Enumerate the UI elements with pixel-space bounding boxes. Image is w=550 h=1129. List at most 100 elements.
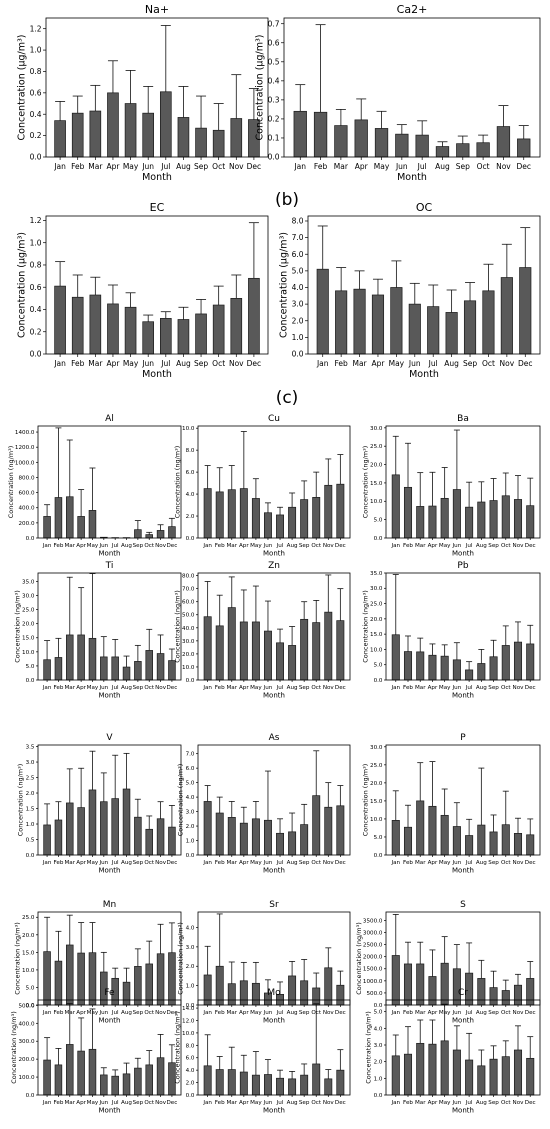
bar-apr: [107, 303, 119, 355]
bar-aug: [477, 824, 486, 856]
bar-apr: [239, 1071, 248, 1096]
y-axis-label: Concentration (ng/m³): [17, 764, 25, 837]
bar-apr: [428, 805, 437, 856]
x-tick-label-oct: Oct: [311, 1100, 321, 1106]
y-tick-label: 40.0: [182, 626, 195, 632]
x-tick-label-sep: Sep: [463, 359, 477, 368]
bar-jun: [452, 1049, 461, 1096]
x-tick-label-dec: Dec: [525, 860, 536, 866]
chart-title: Pb: [457, 561, 468, 571]
x-tick-label-mar: Mar: [415, 1100, 426, 1106]
bar-sep: [134, 661, 142, 681]
x-tick-label-may: May: [87, 860, 99, 866]
bar-sep: [489, 500, 498, 539]
x-tick-label-nov: Nov: [155, 543, 167, 549]
x-axis-label: Month: [397, 172, 427, 183]
x-tick-label-oct: Oct: [311, 543, 321, 549]
bar-feb: [54, 819, 63, 856]
bar-feb: [71, 296, 84, 355]
bar-sep: [134, 816, 142, 856]
x-tick-label-jun: Jun: [452, 1100, 462, 1106]
bar-jan: [391, 474, 400, 539]
bar-jan: [43, 1059, 51, 1096]
y-tick-label: 20.0: [182, 652, 195, 658]
bar-feb: [403, 826, 413, 856]
y-tick-label: 70.0: [182, 587, 195, 593]
x-tick-label-dec: Dec: [525, 1100, 536, 1106]
x-tick-label-nov: Nov: [323, 1100, 335, 1106]
x-tick-label-jul: Jul: [417, 162, 427, 171]
y-tick-label: 0.6: [30, 283, 42, 292]
bar-jul: [159, 91, 172, 158]
bar-jun: [142, 321, 155, 355]
x-tick-label-mar: Mar: [226, 1010, 237, 1016]
y-tick-label: 200.0: [18, 1057, 34, 1063]
x-tick-label-nov: Nov: [323, 1010, 335, 1016]
chart-title: As: [269, 733, 280, 743]
bar-oct: [212, 129, 225, 158]
x-tick-label-nov: Nov: [513, 1010, 525, 1016]
x-tick-label-feb: Feb: [403, 543, 413, 549]
y-tick-label: 20.0: [22, 933, 35, 939]
x-tick-label-feb: Feb: [215, 1100, 225, 1106]
bar-mar: [227, 607, 236, 681]
chart-title: V: [106, 733, 113, 743]
bar-jun: [100, 656, 108, 681]
bar-jul: [276, 832, 285, 856]
x-tick-label-jul: Jul: [276, 543, 284, 549]
y-tick-label: 1500.0: [363, 967, 383, 973]
x-tick-label-jul: Jul: [276, 1010, 284, 1016]
bar-aug: [445, 312, 458, 355]
bar-jul: [465, 506, 474, 539]
x-axis-label: Month: [263, 1107, 285, 1115]
y-tick-label: 5.0: [374, 1010, 383, 1016]
bar-jun: [452, 968, 461, 1006]
x-tick-label-feb: Feb: [215, 543, 225, 549]
plot-frame: [37, 911, 182, 1006]
bar-dec: [168, 952, 176, 1006]
bar-apr: [371, 294, 385, 355]
bar-mar: [227, 1069, 236, 1096]
bar-dec: [336, 805, 345, 856]
x-tick-label-apr: Apr: [76, 1010, 86, 1016]
x-tick-label-jan: Jan: [202, 685, 212, 691]
bar-sep: [134, 1067, 142, 1096]
x-axis-label: Month: [99, 550, 121, 558]
bar-jun: [408, 303, 421, 355]
plot-frame: [37, 425, 182, 539]
y-tick-label: 20.0: [370, 463, 383, 469]
bar-oct: [501, 1056, 510, 1096]
bar-sep: [195, 313, 207, 355]
bar-feb: [54, 657, 63, 681]
y-tick-label: 10.0: [22, 650, 35, 656]
y-tick-label: 6.0: [186, 1056, 195, 1062]
y-tick-label: 0.7: [268, 19, 280, 28]
bar-feb: [403, 963, 413, 1006]
x-tick-label-apr: Apr: [371, 359, 385, 368]
x-tick-label-apr: Apr: [239, 685, 249, 691]
x-tick-label-mar: Mar: [226, 543, 237, 549]
bar-jan: [54, 285, 66, 355]
x-tick-label-jun: Jun: [452, 1010, 462, 1016]
x-tick-label-jan: Jan: [42, 543, 52, 549]
x-tick-label-jun: Jun: [263, 543, 273, 549]
y-tick-label: 0.0: [26, 853, 35, 859]
bar-dec: [526, 505, 535, 539]
chart-zn: 0.0 10.0 20.0 30.0 40.0 50.0 60.0 70.0 80.0 Jan Fe…: [173, 561, 351, 700]
y-tick-label: 25.0: [370, 444, 383, 450]
x-tick-label-feb: Feb: [53, 543, 63, 549]
bar-dec: [526, 643, 535, 681]
y-tick-label: 10.0: [370, 647, 383, 653]
bar-jul: [159, 318, 172, 355]
bar-apr: [77, 516, 85, 539]
y-tick-label: 5.0: [374, 663, 383, 669]
bar-apr: [77, 634, 85, 681]
x-tick-label-oct: Oct: [477, 162, 490, 171]
x-tick-label-aug: Aug: [121, 685, 132, 691]
x-tick-label-dec: Dec: [247, 359, 262, 368]
bar-nov: [156, 953, 165, 1006]
plot-frame: [197, 911, 351, 1006]
